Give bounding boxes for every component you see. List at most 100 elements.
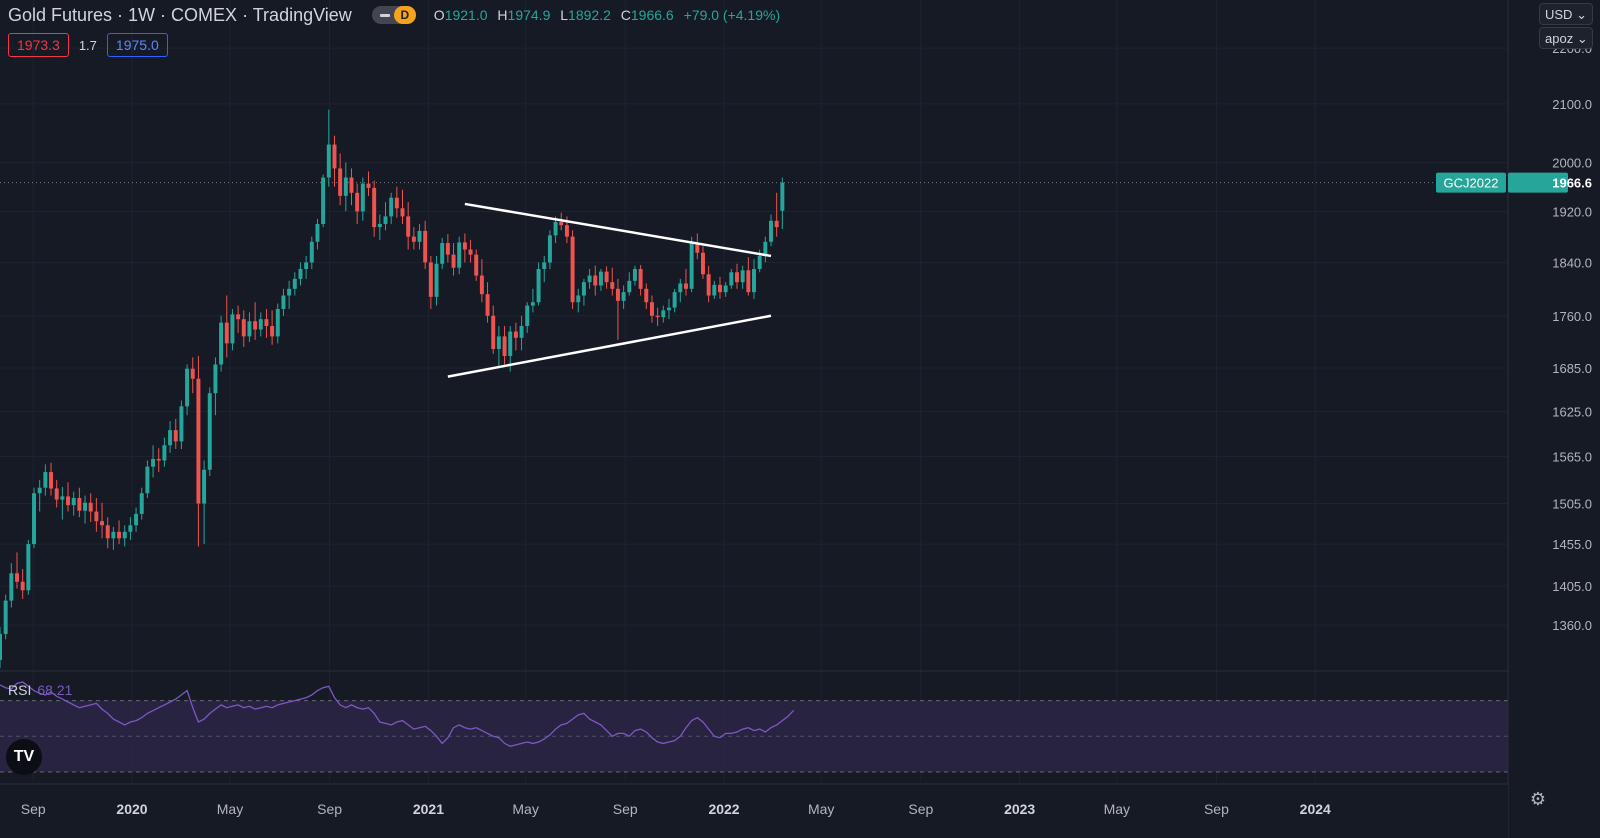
candle[interactable]	[780, 177, 785, 229]
candle[interactable]	[247, 312, 252, 342]
candle[interactable]	[666, 298, 671, 320]
candle[interactable]	[20, 569, 25, 599]
candle[interactable]	[474, 249, 479, 281]
candle[interactable]	[434, 255, 439, 306]
candle[interactable]	[343, 162, 348, 212]
candle[interactable]	[440, 237, 445, 269]
candle[interactable]	[139, 487, 144, 520]
candle[interactable]	[122, 525, 127, 547]
candle[interactable]	[15, 552, 19, 589]
candle[interactable]	[576, 288, 581, 313]
candle[interactable]	[213, 357, 218, 416]
candle[interactable]	[100, 502, 105, 539]
candle[interactable]	[383, 202, 388, 231]
candle[interactable]	[270, 310, 275, 345]
candle[interactable]	[423, 220, 428, 269]
candle[interactable]	[723, 282, 728, 297]
candle[interactable]	[513, 322, 518, 351]
candle[interactable]	[706, 265, 711, 303]
candle[interactable]	[3, 594, 8, 640]
candle[interactable]	[451, 243, 456, 276]
candle[interactable]	[275, 303, 280, 344]
candle[interactable]	[145, 460, 150, 498]
candle[interactable]	[37, 479, 42, 512]
candle[interactable]	[253, 302, 258, 340]
candle[interactable]	[615, 278, 620, 340]
candle[interactable]	[49, 462, 54, 496]
candle[interactable]	[105, 517, 110, 549]
candle[interactable]	[298, 262, 303, 286]
candle[interactable]	[462, 233, 467, 263]
unit-select[interactable]: apoz ⌄	[1539, 27, 1593, 49]
candle[interactable]	[258, 312, 263, 337]
candle[interactable]	[338, 153, 343, 206]
candle[interactable]	[700, 246, 705, 279]
candle[interactable]	[479, 259, 484, 303]
candle[interactable]	[185, 364, 190, 416]
candle[interactable]	[740, 265, 745, 289]
candle[interactable]	[547, 230, 552, 269]
candle[interactable]	[366, 171, 371, 196]
trendline-upper[interactable]	[464, 202, 772, 258]
candle[interactable]	[502, 326, 507, 365]
candle[interactable]	[94, 497, 99, 532]
candle[interactable]	[661, 305, 666, 323]
candle[interactable]	[536, 262, 541, 306]
candle[interactable]	[264, 308, 269, 338]
candle[interactable]	[763, 236, 768, 263]
candle[interactable]	[281, 288, 286, 316]
candle[interactable]	[678, 278, 683, 303]
candle[interactable]	[655, 307, 660, 327]
candle[interactable]	[207, 387, 212, 476]
candle[interactable]	[598, 268, 603, 291]
candle[interactable]	[621, 285, 626, 309]
candle[interactable]	[400, 189, 405, 224]
candle[interactable]	[332, 135, 337, 187]
candle[interactable]	[632, 265, 637, 286]
candle[interactable]	[60, 486, 65, 520]
candle[interactable]	[672, 288, 677, 313]
candle[interactable]	[735, 263, 739, 289]
candle[interactable]	[411, 227, 416, 250]
candle[interactable]	[196, 355, 201, 547]
candle[interactable]	[394, 186, 399, 218]
trendline-lower[interactable]	[447, 314, 772, 378]
candle[interactable]	[83, 495, 88, 524]
candle[interactable]	[587, 268, 592, 289]
candle[interactable]	[88, 493, 93, 523]
candle[interactable]	[593, 265, 598, 296]
candle[interactable]	[156, 448, 161, 473]
candle[interactable]	[712, 280, 717, 299]
candle[interactable]	[241, 310, 246, 347]
candle[interactable]	[9, 563, 14, 608]
symbol-title[interactable]: Gold Futures · 1W · COMEX · TradingView	[8, 4, 352, 25]
candle[interactable]	[638, 265, 643, 296]
candle[interactable]	[530, 288, 535, 313]
candle[interactable]	[746, 257, 751, 296]
candle[interactable]	[695, 233, 700, 260]
candle[interactable]	[151, 445, 156, 478]
candle[interactable]	[406, 202, 411, 250]
candle[interactable]	[457, 236, 462, 275]
candle[interactable]	[428, 255, 433, 309]
candle[interactable]	[683, 268, 688, 296]
candle[interactable]	[71, 491, 76, 516]
candle[interactable]	[355, 183, 360, 224]
candle[interactable]	[190, 357, 195, 394]
gear-icon[interactable]: ⚙	[1529, 789, 1547, 809]
candle[interactable]	[519, 315, 524, 351]
candle[interactable]	[134, 507, 139, 532]
candle[interactable]	[168, 421, 173, 453]
candle[interactable]	[202, 460, 207, 545]
candle[interactable]	[224, 295, 229, 358]
candle[interactable]	[349, 168, 354, 206]
candle[interactable]	[32, 487, 36, 549]
candle[interactable]	[111, 526, 116, 550]
candle[interactable]	[219, 315, 224, 372]
candle[interactable]	[54, 479, 59, 508]
candle[interactable]	[774, 192, 779, 237]
candle[interactable]	[162, 437, 167, 467]
candle[interactable]	[570, 230, 575, 309]
candle[interactable]	[179, 400, 184, 450]
candle[interactable]	[644, 283, 649, 309]
